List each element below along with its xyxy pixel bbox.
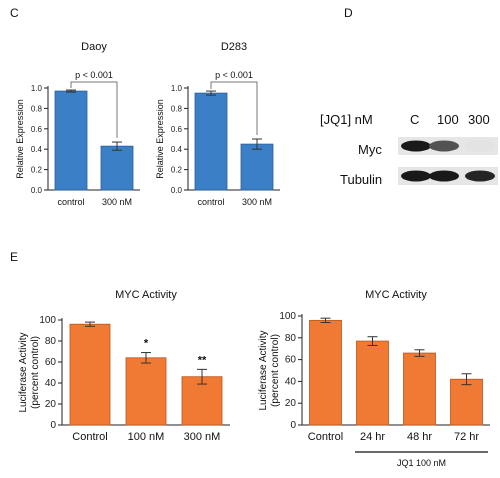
y-axis-label: Luciferase Activity xyxy=(18,332,29,412)
y-tick-label: 60 xyxy=(285,355,297,366)
chart-title: D283 xyxy=(221,41,247,53)
y-tick-label: 20 xyxy=(285,398,297,409)
x-tick-label: 72 hr xyxy=(454,431,479,443)
significance-bracket xyxy=(210,81,258,135)
bar xyxy=(240,143,274,191)
blot-band xyxy=(429,140,459,152)
lane-label-300: 300 xyxy=(468,112,490,127)
bar xyxy=(54,90,88,191)
blot-band xyxy=(465,170,495,182)
y-tick-label: 0.4 xyxy=(31,145,43,154)
x-tick-label: control xyxy=(197,197,224,207)
significance-mark: ** xyxy=(198,354,207,366)
significance-bracket xyxy=(70,81,118,139)
bar xyxy=(125,357,167,426)
panel-letter-e: E xyxy=(10,250,19,264)
panel-letter-d: D xyxy=(344,6,353,20)
x-tick-label: control xyxy=(57,197,84,207)
p-value-label: p < 0.001 xyxy=(75,70,113,80)
x-tick-label: 300 nM xyxy=(184,431,221,443)
x-tick-label: Control xyxy=(72,431,107,443)
y-axis-label-line2: (percent control) xyxy=(270,334,281,407)
y-tick-label: 60 xyxy=(45,357,57,368)
y-tick-label: 80 xyxy=(285,333,297,344)
blot-image xyxy=(398,137,498,185)
bar xyxy=(403,352,436,426)
x-tick-label: 100 nM xyxy=(128,431,165,443)
d283-bar-chart: D283 0.0 0.2 0.4 0.6 0.8 1.0 Relative Expressio… xyxy=(155,41,280,207)
row-label-tubulin: Tubulin xyxy=(340,172,383,187)
y-axis-label: Luciferase Activity xyxy=(258,330,269,410)
bar xyxy=(100,145,134,191)
panel-letter-c: C xyxy=(10,6,19,20)
y-tick-label: 40 xyxy=(45,378,57,389)
blot-band xyxy=(401,140,431,152)
bar xyxy=(309,319,342,426)
y-tick-label: 100 xyxy=(39,315,56,326)
treatment-label: [JQ1] nM xyxy=(320,112,373,127)
chart-title: MYC Activity xyxy=(115,289,177,301)
significance-mark: * xyxy=(144,338,149,350)
bar xyxy=(450,378,483,426)
y-tick-label: 0.8 xyxy=(31,104,43,113)
blot-band xyxy=(465,140,495,152)
y-tick-label: 20 xyxy=(45,399,57,410)
x-tick-label: 48 hr xyxy=(407,431,432,443)
y-tick-label: 80 xyxy=(45,336,57,347)
y-tick-label: 1.0 xyxy=(171,84,183,93)
y-tick-label: 40 xyxy=(285,376,297,387)
y-tick-label: 0.6 xyxy=(31,125,43,134)
y-tick-label: 100 xyxy=(279,311,296,322)
y-tick-label: 0.4 xyxy=(171,145,183,154)
myc-activity-dose-chart: MYC Activity 0 20 40 60 80 100 Luciferase Activ… xyxy=(18,289,230,443)
chart-title: MYC Activity xyxy=(365,289,427,301)
bar xyxy=(69,323,111,426)
y-tick-label: 0.8 xyxy=(171,104,183,113)
x-tick-label: Control xyxy=(308,431,343,443)
bar xyxy=(194,92,228,191)
x-tick-label: 300 nM xyxy=(102,197,132,207)
y-tick-label: 0.0 xyxy=(31,186,43,195)
western-blot: [JQ1] nM C 100 300 Myc Tubulin xyxy=(320,110,500,220)
blot-band xyxy=(401,170,431,182)
lane-label-control: C xyxy=(410,112,420,127)
y-tick-label: 0.6 xyxy=(171,125,183,134)
y-tick-label: 0 xyxy=(50,420,56,431)
daoy-bar-chart: Daoy 0.0 0.2 0.4 0.6 0.8 1.0 Relative Expressio… xyxy=(15,41,140,207)
y-tick-label: 0.2 xyxy=(31,166,43,175)
x-tick-label: 24 hr xyxy=(360,431,385,443)
bar xyxy=(356,340,389,426)
p-value-label: p < 0.001 xyxy=(215,70,253,80)
y-tick-label: 0 xyxy=(290,420,296,431)
myc-activity-time-chart: MYC Activity 0 20 40 60 80 100 Luciferase Activ… xyxy=(258,289,490,468)
y-tick-label: 1.0 xyxy=(31,84,43,93)
x-tick-label: 300 nM xyxy=(242,197,272,207)
y-tick-label: 0.2 xyxy=(171,166,183,175)
y-axis-label: Relative Expression xyxy=(155,99,165,179)
blot-band xyxy=(429,170,459,182)
y-tick-label: 0.0 xyxy=(171,186,183,195)
y-axis-label-line2: (percent control) xyxy=(30,336,41,409)
row-label-myc: Myc xyxy=(358,142,382,157)
bar xyxy=(181,376,223,426)
chart-title: Daoy xyxy=(81,41,107,53)
group-label: JQ1 100 nM xyxy=(397,458,446,468)
y-axis-label: Relative Expression xyxy=(15,99,25,179)
lane-label-100: 100 xyxy=(437,112,459,127)
